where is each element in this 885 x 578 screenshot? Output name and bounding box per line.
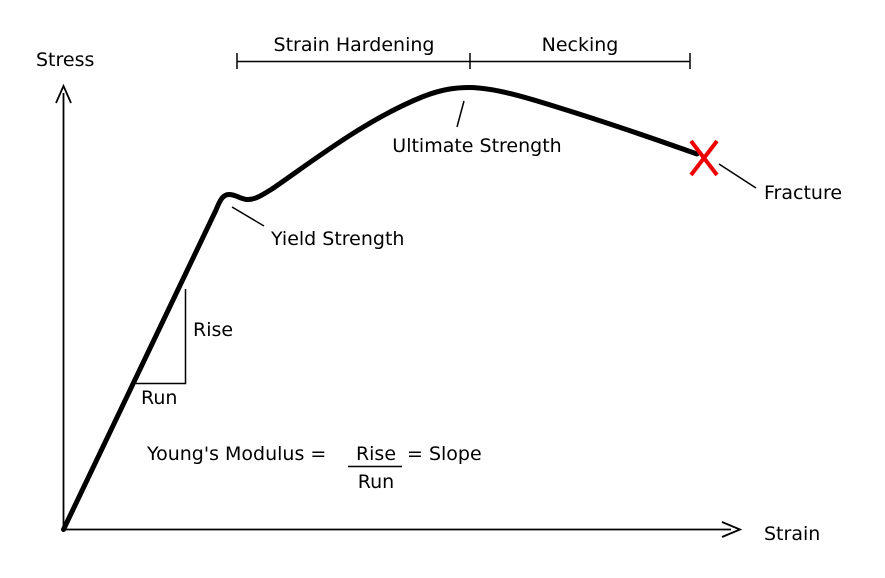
necking-region-label: Necking: [542, 34, 619, 56]
ultimate-strength-label: Ultimate Strength: [392, 135, 561, 157]
formula-numerator: Rise: [356, 443, 396, 465]
fracture-x-icon: [689, 139, 719, 177]
slope-triangle: [136, 289, 187, 385]
formula-lhs: Young's Modulus =: [146, 443, 326, 465]
fracture-leader-line: [718, 163, 757, 189]
formula-rhs: = Slope: [407, 443, 482, 465]
rise-label: Rise: [193, 319, 233, 341]
y-axis-arrow-icon: [55, 83, 72, 104]
x-axis-label: Strain: [764, 523, 820, 545]
stress-strain-curve: [61, 85, 700, 532]
yield-strength-label: Yield Strength: [270, 228, 404, 250]
strain-hardening-region-label: Strain Hardening: [274, 34, 435, 56]
region-bracket: [236, 53, 691, 69]
yield-strength-leader-line: [231, 206, 265, 227]
x-axis-arrow-icon: [721, 521, 743, 538]
y-axis-label: Stress: [36, 49, 94, 71]
ultimate-strength-leader-line: [456, 100, 465, 128]
fracture-label: Fracture: [764, 182, 842, 204]
formula-denominator: Run: [358, 471, 394, 493]
run-label: Run: [141, 387, 177, 409]
